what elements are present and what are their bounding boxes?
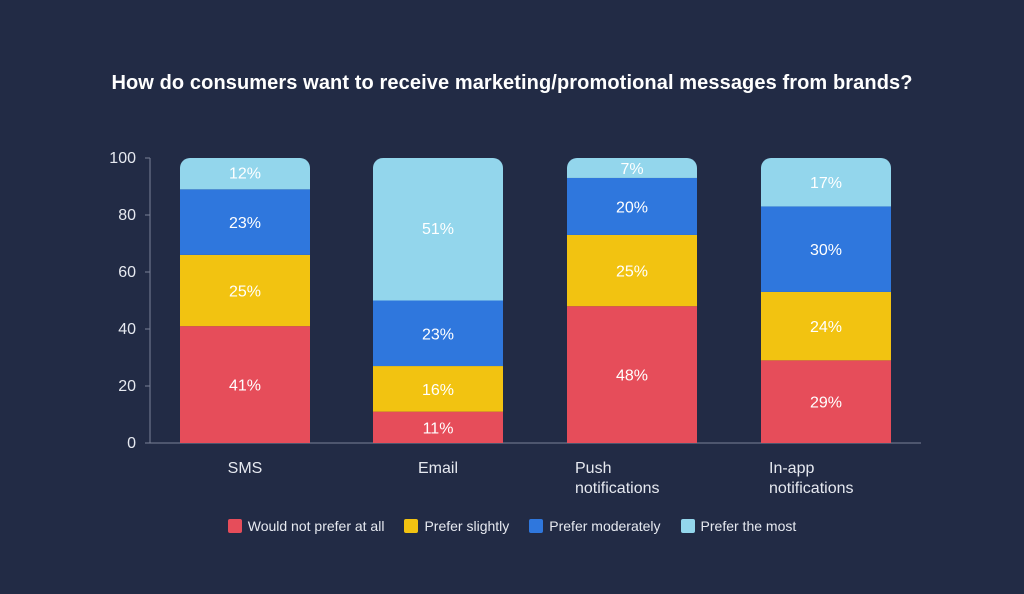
y-tick-label: 0: [127, 435, 136, 452]
legend-swatch: [529, 519, 544, 533]
bar-value-label: 48%: [616, 368, 648, 385]
bar-segment: [180, 189, 310, 255]
legend-label: Prefer moderately: [549, 518, 661, 534]
x-category-label: Push notifications: [575, 460, 660, 497]
bar-segment: [761, 158, 891, 207]
legend-item: Prefer the most: [680, 518, 797, 534]
legend-swatch: [227, 519, 242, 533]
bar-value-label: 51%: [422, 221, 454, 238]
bar-value-label: 29%: [810, 395, 842, 412]
y-tick-label: 20: [118, 378, 136, 395]
bar-segment: [567, 177, 697, 235]
bar-stack: [761, 158, 891, 443]
legend-swatch: [404, 519, 419, 533]
x-category-label: In-app notifications: [769, 460, 854, 497]
bar-value-label: 16%: [422, 382, 454, 399]
bar-stack: [373, 158, 503, 443]
bar-value-label: 25%: [229, 284, 261, 301]
bar-stack: [180, 158, 310, 443]
y-tick-label: 40: [118, 321, 136, 338]
legend-label: Prefer slightly: [424, 518, 510, 534]
bar-value-label: 17%: [810, 175, 842, 192]
bar-value-label: 41%: [229, 378, 261, 395]
bar-segment: [373, 300, 503, 367]
bar-segment: [373, 411, 503, 443]
bar-value-label: 23%: [229, 215, 261, 232]
bar-value-label: 23%: [422, 326, 454, 343]
y-tick-label: 60: [118, 264, 136, 281]
x-category-label-line: SMS: [228, 460, 263, 477]
legend-item: Prefer slightly: [404, 518, 509, 534]
bar-value-label: 24%: [810, 319, 842, 336]
legend-label: Would not prefer at all: [247, 518, 385, 534]
bar-segment: [761, 360, 891, 443]
bar-segment: [180, 158, 310, 190]
legend-swatch: [680, 519, 695, 533]
bar-segment: [373, 366, 503, 412]
x-category-label-line: In-app: [769, 460, 814, 477]
bar-segment: [567, 234, 697, 307]
x-category-label-line: notifications: [575, 480, 660, 497]
x-category-label: SMS: [228, 460, 263, 477]
y-tick-label: 100: [109, 150, 136, 167]
bar-value-label: 30%: [810, 242, 842, 259]
x-category-label-line: Push: [575, 460, 611, 477]
bar-value-label: 25%: [616, 264, 648, 281]
legend-item: Would not prefer at all: [227, 518, 385, 534]
bar-value-label: 20%: [616, 199, 648, 216]
bar-value-label: 12%: [229, 165, 261, 182]
legend-label: Prefer the most: [700, 518, 797, 534]
x-category-label-line: notifications: [769, 480, 854, 497]
legend-item: Prefer moderately: [529, 518, 661, 534]
x-category-label: Email: [418, 460, 458, 477]
bar-segment: [761, 206, 891, 292]
bar-segment: [761, 291, 891, 361]
x-category-label-line: Email: [418, 460, 458, 477]
bar-value-label: 11%: [423, 420, 454, 437]
bar-segment: [180, 326, 310, 443]
bar-segment: [567, 158, 697, 178]
bar-stack: [567, 158, 697, 443]
bar-value-label: 7%: [620, 161, 643, 178]
chart-legend: Would not prefer at all Prefer slightly Pr…: [0, 518, 1024, 534]
bar-segment: [373, 158, 503, 301]
bar-segment: [180, 254, 310, 327]
y-tick-label: 80: [118, 207, 136, 224]
bar-segment: [567, 306, 697, 443]
chart-title: How do consumers want to receive marketi…: [111, 72, 913, 94]
